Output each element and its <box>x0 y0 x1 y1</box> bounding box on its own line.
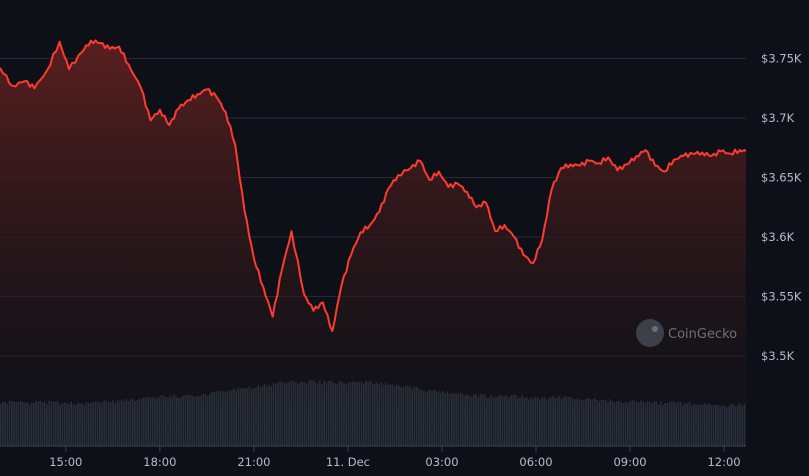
x-axis: 15:00 18:00 21:00 11. Dec 03:00 06:00 09:00 12:… <box>0 445 746 469</box>
price-line <box>0 39 746 332</box>
y-tick-label: $3.75K <box>761 52 802 66</box>
x-tick-label: 11. Dec <box>326 455 370 469</box>
x-tick-label: 06:00 <box>519 455 552 469</box>
watermark-text: CoinGecko <box>668 327 737 342</box>
x-tick-label: 18:00 <box>143 455 176 469</box>
coingecko-watermark: CoinGecko <box>636 319 737 347</box>
price-area-fill <box>0 40 746 447</box>
gecko-logo-icon <box>636 319 664 347</box>
x-tick-label: 12:00 <box>707 455 740 469</box>
y-tick-label: $3.65K <box>761 171 802 185</box>
x-tick-label: 09:00 <box>613 455 646 469</box>
y-tick-label: $3.55K <box>761 290 802 304</box>
gecko-eye <box>652 326 658 332</box>
volume-bar <box>745 405 746 446</box>
y-tick-label: $3.5K <box>761 349 795 363</box>
price-area <box>0 39 746 447</box>
y-tick-label: $3.7K <box>761 111 795 125</box>
x-tick-label: 15:00 <box>49 455 82 469</box>
x-tick-label: 21:00 <box>237 455 270 469</box>
y-tick-label: $3.6K <box>761 230 795 244</box>
x-tick-label: 03:00 <box>425 455 458 469</box>
y-axis: $3.75K $3.7K $3.65K $3.6K $3.55K $3.5K <box>761 52 802 364</box>
